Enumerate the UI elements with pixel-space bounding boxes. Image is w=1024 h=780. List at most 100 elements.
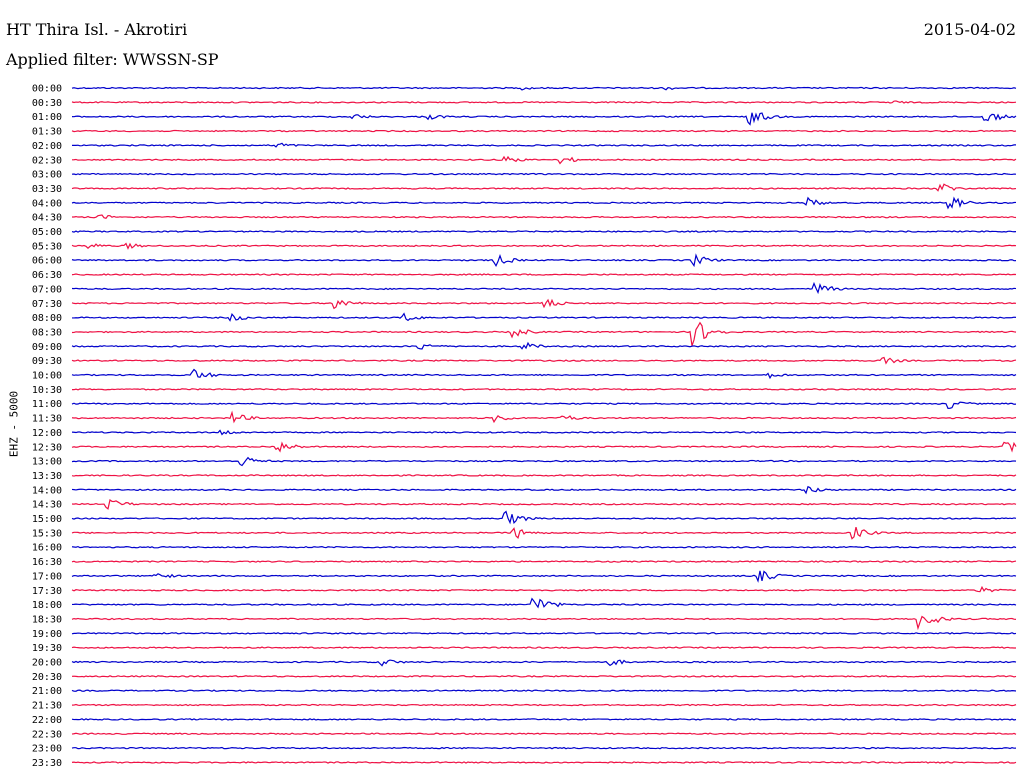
time-label: 13:00 — [32, 457, 62, 468]
trace-line — [71, 356, 1017, 365]
trace-line — [71, 746, 1017, 750]
trace-line — [71, 585, 1017, 593]
time-label: 12:30 — [32, 442, 62, 453]
time-label: 14:30 — [32, 500, 62, 511]
trace-line — [71, 429, 1017, 436]
time-label: 19:00 — [32, 629, 62, 640]
time-label: 16:00 — [32, 543, 62, 554]
trace-line — [71, 86, 1017, 91]
time-label: 05:00 — [32, 227, 62, 238]
trace-line — [71, 281, 1017, 295]
trace-line — [71, 632, 1017, 635]
time-label: 09:00 — [32, 342, 62, 353]
time-label: 22:30 — [32, 729, 62, 740]
time-label: 09:30 — [32, 356, 62, 367]
station-title: HT Thira Isl. - Akrotiri — [6, 20, 188, 39]
filter-label: Applied filter: WWSSN-SP — [6, 50, 219, 69]
time-label: 17:30 — [32, 586, 62, 597]
time-label: 16:30 — [32, 557, 62, 568]
time-label: 04:30 — [32, 213, 62, 224]
trace-line — [71, 689, 1017, 692]
trace-line — [71, 718, 1017, 721]
trace-line — [71, 401, 1017, 409]
trace-line — [71, 732, 1017, 735]
trace-line — [71, 321, 1017, 346]
time-label: 05:30 — [32, 241, 62, 252]
time-label: 04:00 — [32, 198, 62, 209]
trace-line — [71, 183, 1017, 192]
time-label: 07:30 — [32, 299, 62, 310]
time-label: 21:00 — [32, 686, 62, 697]
trace-line — [71, 761, 1017, 764]
trace-line — [71, 112, 1017, 126]
trace-line — [71, 526, 1017, 540]
time-label: 00:30 — [32, 98, 62, 109]
time-label: 10:00 — [32, 371, 62, 382]
date-label: 2015-04-02 — [923, 20, 1016, 39]
time-label: 20:00 — [32, 658, 62, 669]
trace-line — [71, 100, 1017, 104]
trace-line — [71, 456, 1017, 467]
time-label: 01:00 — [32, 112, 62, 123]
trace-line — [71, 253, 1017, 268]
time-label: 00:00 — [32, 84, 62, 95]
trace-line — [71, 388, 1017, 391]
time-label: 19:30 — [32, 643, 62, 654]
time-label: 18:30 — [32, 614, 62, 625]
trace-line — [71, 410, 1017, 424]
trace-line — [71, 703, 1017, 707]
trace-line — [71, 597, 1017, 609]
time-label: 14:00 — [32, 485, 62, 496]
time-label: 07:00 — [32, 284, 62, 295]
trace-line — [71, 474, 1017, 477]
time-label: 15:30 — [32, 528, 62, 539]
trace-line — [72, 312, 1017, 322]
time-label: 23:00 — [32, 744, 62, 755]
trace-line — [71, 242, 1017, 250]
trace-line — [71, 615, 1017, 631]
trace-line — [71, 298, 1017, 310]
trace-line — [71, 341, 1017, 350]
trace-line — [71, 368, 1017, 380]
time-label: 11:00 — [32, 399, 62, 410]
time-label: 20:30 — [32, 672, 62, 683]
time-label: 17:00 — [32, 571, 62, 582]
trace-line — [71, 155, 1017, 165]
time-label: 13:30 — [32, 471, 62, 482]
time-label: 08:30 — [32, 327, 62, 338]
trace-line — [71, 485, 1017, 495]
time-label: 02:00 — [32, 141, 62, 152]
trace-line — [71, 545, 1017, 549]
time-label: 06:30 — [32, 270, 62, 281]
time-label: 02:30 — [32, 155, 62, 166]
trace-line — [71, 498, 1017, 510]
time-label: 03:30 — [32, 184, 62, 195]
trace-line — [71, 273, 1017, 276]
trace-line — [71, 441, 1017, 453]
trace-line — [71, 675, 1017, 678]
time-label: 08:00 — [32, 313, 62, 324]
trace-line — [71, 646, 1017, 649]
trace-line — [71, 560, 1017, 563]
time-label: 06:00 — [32, 256, 62, 267]
time-label: 10:30 — [32, 385, 62, 396]
time-label: 01:30 — [32, 127, 62, 138]
trace-line — [71, 172, 1017, 176]
trace-line — [71, 129, 1017, 133]
time-label: 18:00 — [32, 600, 62, 611]
time-label: 12:00 — [32, 428, 62, 439]
trace-line — [71, 659, 1017, 667]
trace-line — [71, 142, 1016, 148]
time-label: 11:30 — [32, 414, 62, 425]
trace-line — [71, 570, 1017, 583]
trace-line — [71, 196, 1017, 210]
trace-line — [71, 510, 1017, 525]
trace-line — [71, 230, 1017, 233]
time-label: 23:30 — [32, 758, 62, 769]
time-label: 15:00 — [32, 514, 62, 525]
time-label: 22:00 — [32, 715, 62, 726]
trace-line — [71, 214, 1017, 220]
time-label: 21:30 — [32, 701, 62, 712]
